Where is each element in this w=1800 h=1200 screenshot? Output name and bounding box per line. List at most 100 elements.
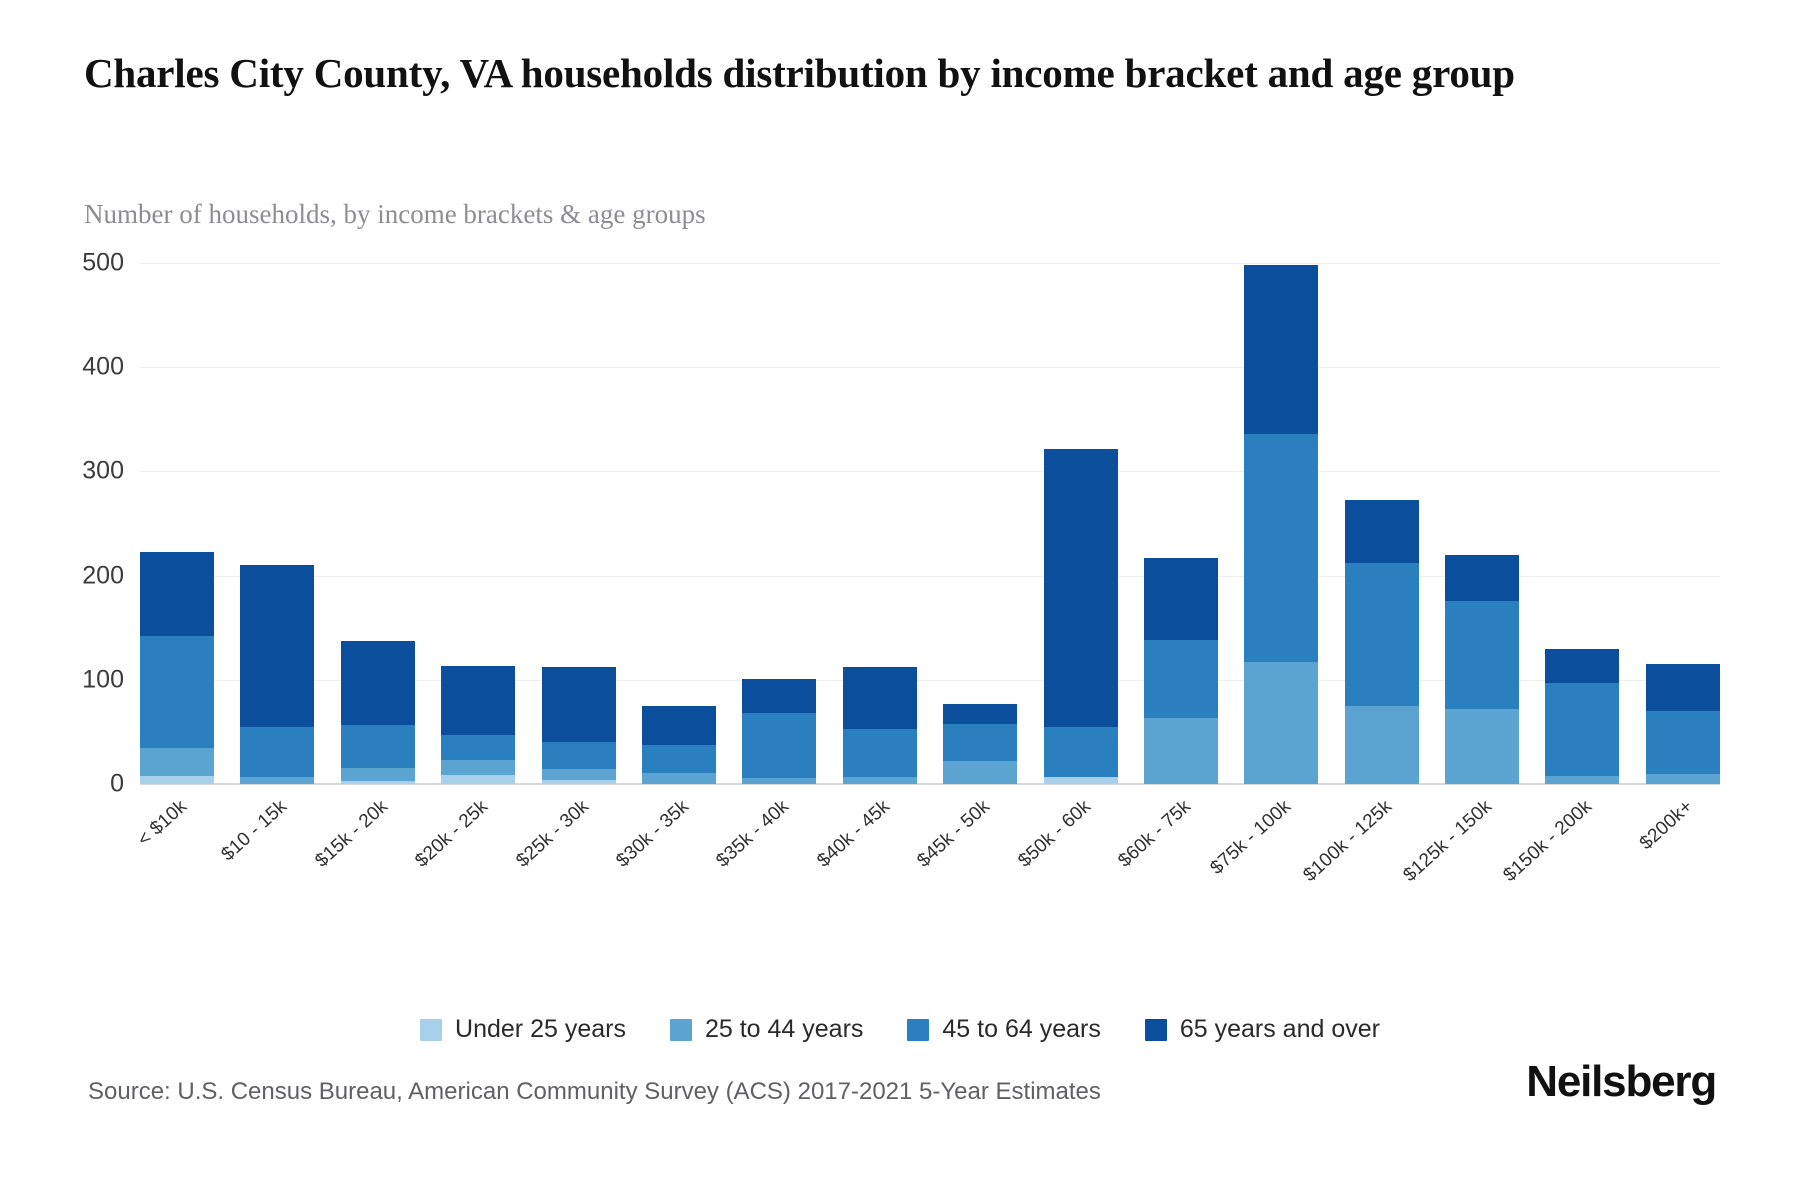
bar-segment[interactable]: [943, 703, 1018, 724]
bar-segment[interactable]: [541, 667, 616, 743]
bar-group[interactable]: [842, 263, 917, 784]
legend-swatch-icon: [669, 1018, 692, 1041]
x-axis-labels: < $10k $10 - 15k $15k - 20k $20k - 25k $25k …: [134, 790, 1720, 910]
bar-group[interactable]: [1445, 263, 1520, 784]
bar-segment[interactable]: [1445, 554, 1520, 601]
bar-segment[interactable]: [240, 726, 315, 777]
legend-swatch-icon: [1144, 1018, 1167, 1041]
bar-segment[interactable]: [1143, 640, 1218, 719]
bar-segment[interactable]: [1244, 433, 1319, 663]
x-axis-tick-label: $45k - 50k: [913, 796, 995, 872]
bar-segment[interactable]: [340, 768, 415, 781]
legend-label: Under 25 years: [455, 1015, 626, 1043]
bar-segment[interactable]: [441, 735, 516, 761]
bar-segment[interactable]: [240, 565, 315, 727]
bar-group[interactable]: [1043, 263, 1118, 784]
bar-segment[interactable]: [742, 678, 817, 714]
x-axis-tick-label: $200k+: [1635, 796, 1697, 855]
bar-group[interactable]: [441, 263, 516, 784]
bar-segment[interactable]: [1545, 682, 1620, 776]
bar-segment[interactable]: [1143, 557, 1218, 641]
x-axis-tick-label: $60k - 75k: [1114, 796, 1195, 872]
bar-segment[interactable]: [1344, 705, 1419, 784]
bar-segment[interactable]: [541, 769, 616, 780]
bar-segment[interactable]: [842, 776, 917, 784]
bar-segment[interactable]: [340, 780, 415, 784]
bar-segment[interactable]: [441, 774, 516, 784]
bar-segment[interactable]: [1645, 664, 1720, 712]
legend-swatch-icon: [907, 1018, 930, 1041]
bar-segment[interactable]: [140, 775, 214, 784]
bar-segment[interactable]: [541, 779, 616, 784]
bar-group[interactable]: [140, 263, 214, 784]
legend-item[interactable]: 25 to 44 years: [669, 1015, 863, 1044]
bar-group[interactable]: [1143, 263, 1218, 784]
x-axis-label-slot: $60k - 75k: [1114, 790, 1218, 910]
bar-segment[interactable]: [1645, 773, 1720, 784]
bar-segment[interactable]: [842, 728, 917, 777]
x-axis-label-slot: $45k - 50k: [913, 790, 1017, 910]
y-axis-tick-label: 500: [82, 248, 124, 277]
x-axis-label-slot: $15k - 20k: [311, 790, 415, 910]
x-axis-tick-label: $30k - 35k: [612, 796, 694, 872]
x-axis-tick-label: $40k - 45k: [813, 796, 894, 872]
bar-group[interactable]: [541, 263, 616, 784]
bar-segment[interactable]: [641, 705, 716, 746]
bar-group[interactable]: [1645, 263, 1720, 784]
page-subtitle: Number of households, by income brackets…: [84, 199, 706, 229]
x-axis-label-slot: $30k - 35k: [612, 790, 716, 910]
bar-segment[interactable]: [441, 666, 516, 736]
y-axis-tick-label: 400: [82, 352, 124, 381]
bar-segment[interactable]: [1043, 448, 1118, 727]
bar-segment[interactable]: [943, 723, 1018, 762]
bar-group[interactable]: [1244, 263, 1319, 784]
x-axis-tick-label: $20k - 25k: [411, 796, 493, 872]
bar-segment[interactable]: [742, 777, 817, 784]
bar-group[interactable]: [742, 263, 817, 784]
bar-group[interactable]: [641, 263, 716, 784]
x-axis-tick-label: $50k - 60k: [1013, 796, 1095, 872]
y-axis-tick-label: 300: [82, 456, 124, 485]
x-axis-line: [140, 783, 1720, 785]
bar-segment[interactable]: [1043, 726, 1118, 777]
bar-segment[interactable]: [140, 747, 214, 776]
bar-segment[interactable]: [1043, 776, 1118, 784]
bar-segment[interactable]: [1143, 718, 1218, 784]
bar-segment[interactable]: [1645, 711, 1720, 774]
x-axis-tick-label: $10 - 15k: [217, 796, 292, 866]
bar-group[interactable]: [340, 263, 415, 784]
bar-segment[interactable]: [541, 742, 616, 770]
bar-group[interactable]: [1545, 263, 1620, 784]
legend-item[interactable]: 45 to 64 years: [907, 1015, 1101, 1044]
bar-segment[interactable]: [1244, 265, 1319, 434]
bar-segment[interactable]: [641, 772, 716, 784]
bar-segment[interactable]: [140, 636, 214, 748]
bar-segment[interactable]: [641, 745, 716, 773]
bar-segment[interactable]: [1344, 563, 1419, 706]
bar-group[interactable]: [1344, 263, 1419, 784]
bar-segment[interactable]: [1445, 600, 1520, 709]
bar-segment[interactable]: [1445, 708, 1520, 784]
bar-segment[interactable]: [340, 641, 415, 725]
bar-segment[interactable]: [240, 776, 315, 784]
bar-group[interactable]: [943, 263, 1018, 784]
bar-segment[interactable]: [140, 551, 214, 637]
bar-segment[interactable]: [1545, 775, 1620, 784]
bar-segment[interactable]: [1545, 648, 1620, 683]
bar-segment[interactable]: [943, 761, 1018, 784]
bar-segment[interactable]: [441, 760, 516, 775]
x-axis-tick-label: $35k - 40k: [712, 796, 794, 872]
x-axis-label-slot: $75k - 100k: [1207, 790, 1318, 910]
bar-segment[interactable]: [340, 724, 415, 769]
gridline: [140, 367, 1720, 369]
bar-segment[interactable]: [842, 667, 917, 729]
bar-group[interactable]: [240, 263, 315, 784]
x-axis-label-slot: $40k - 45k: [813, 790, 917, 910]
bar-segment[interactable]: [1244, 662, 1319, 784]
legend-label: 65 years and over: [1179, 1015, 1380, 1043]
bar-segment[interactable]: [742, 713, 817, 778]
legend-item[interactable]: 65 years and over: [1144, 1015, 1380, 1044]
bar-segment[interactable]: [1344, 499, 1419, 564]
legend-item[interactable]: Under 25 years: [420, 1015, 626, 1044]
x-axis-label-slot: $35k - 40k: [713, 790, 816, 910]
